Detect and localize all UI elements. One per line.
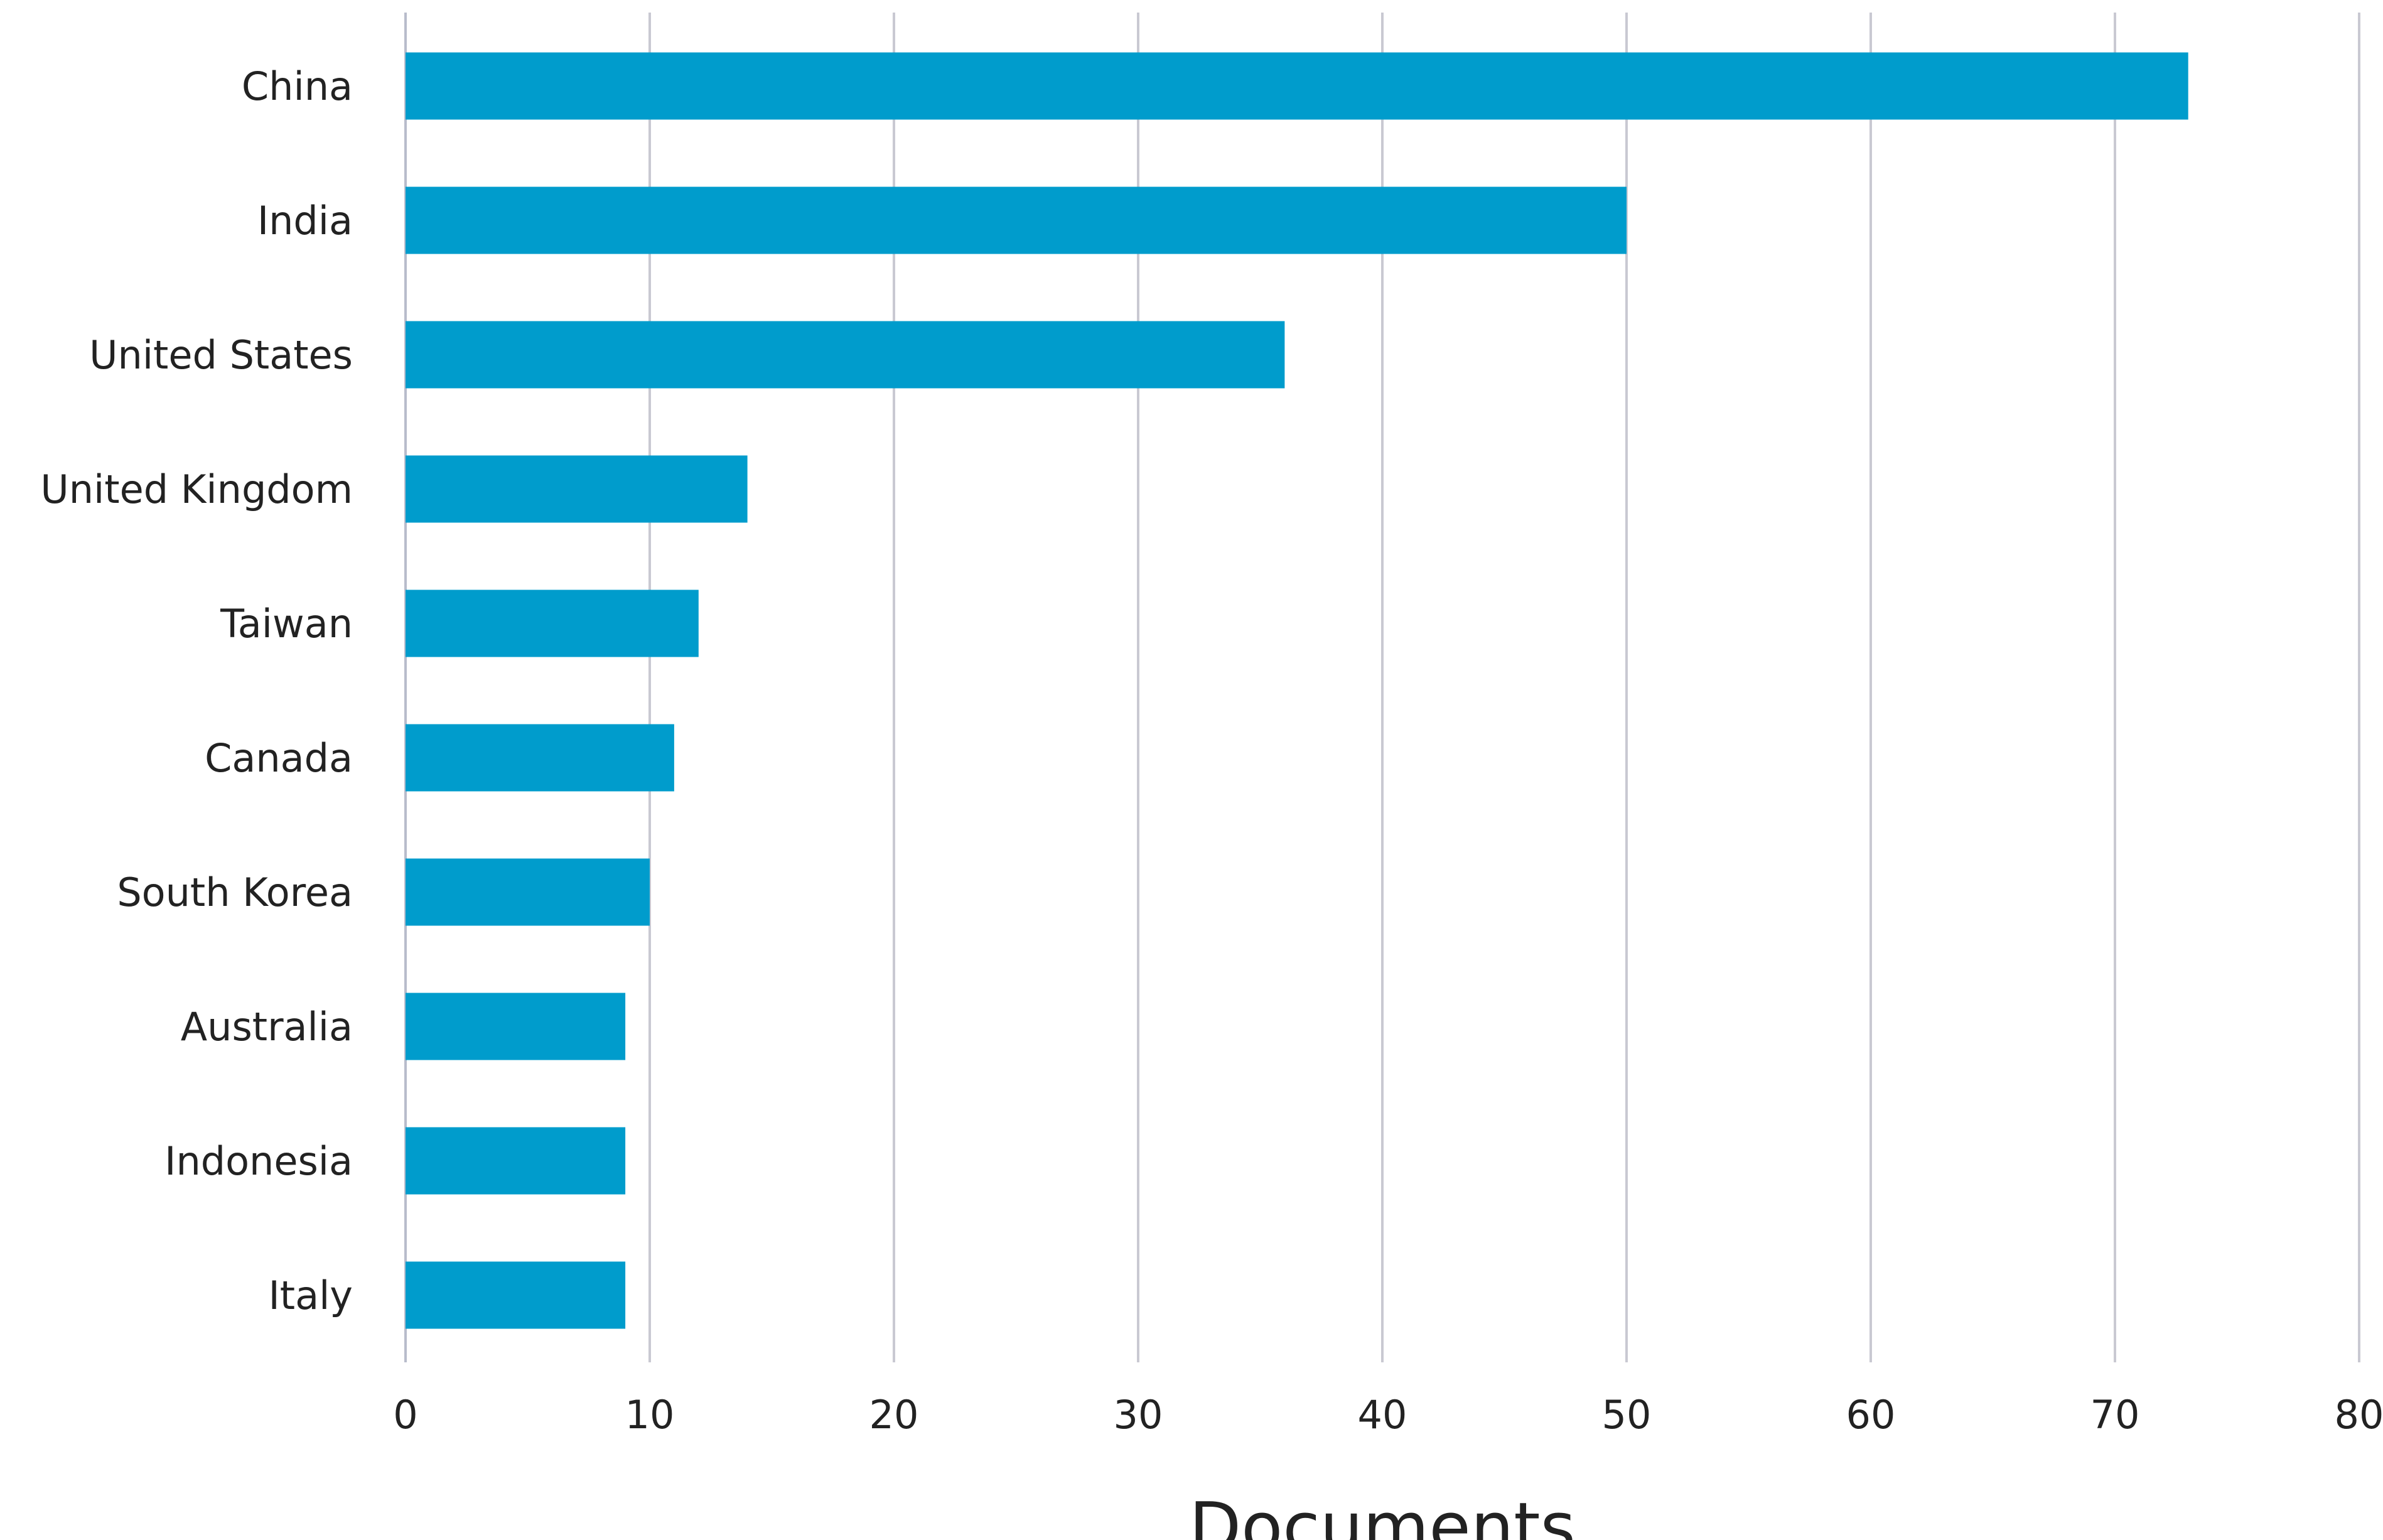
category-label: Canada [205,735,353,781]
x-tick-label: 20 [869,1392,919,1438]
bar [406,455,748,523]
bar [406,858,650,926]
bar [406,52,2188,120]
bar [406,590,699,657]
bar [406,724,674,792]
x-tick-label: 40 [1358,1392,1407,1438]
category-label: United Kingdom [40,466,353,512]
category-labels: China India United States United Kingdom Tai… [40,63,353,1318]
x-tick-label: 30 [1114,1392,1163,1438]
x-tick-label: 60 [1846,1392,1896,1438]
category-label: China [242,63,353,109]
category-label: Taiwan [220,601,353,647]
x-tick-labels: 0 10 20 30 40 50 60 70 80 [393,1392,2383,1438]
x-axis-title: Documents [1189,1489,1576,1540]
category-label: Indonesia [164,1138,353,1184]
bar [406,1261,626,1329]
bar [406,993,626,1060]
bar [406,321,1285,389]
category-label: United States [89,332,353,378]
x-tick-label: 0 [393,1392,417,1438]
x-tick-label: 10 [625,1392,675,1438]
category-label: Italy [268,1273,353,1318]
x-tick-label: 70 [2090,1392,2140,1438]
bar [406,1127,626,1195]
bar [406,186,1627,254]
category-label: Australia [181,1004,353,1050]
category-label: India [257,198,353,244]
x-tick-label: 50 [1602,1392,1652,1438]
x-tick-label: 80 [2335,1392,2383,1438]
category-label: South Korea [117,870,353,915]
bars [406,52,2188,1329]
